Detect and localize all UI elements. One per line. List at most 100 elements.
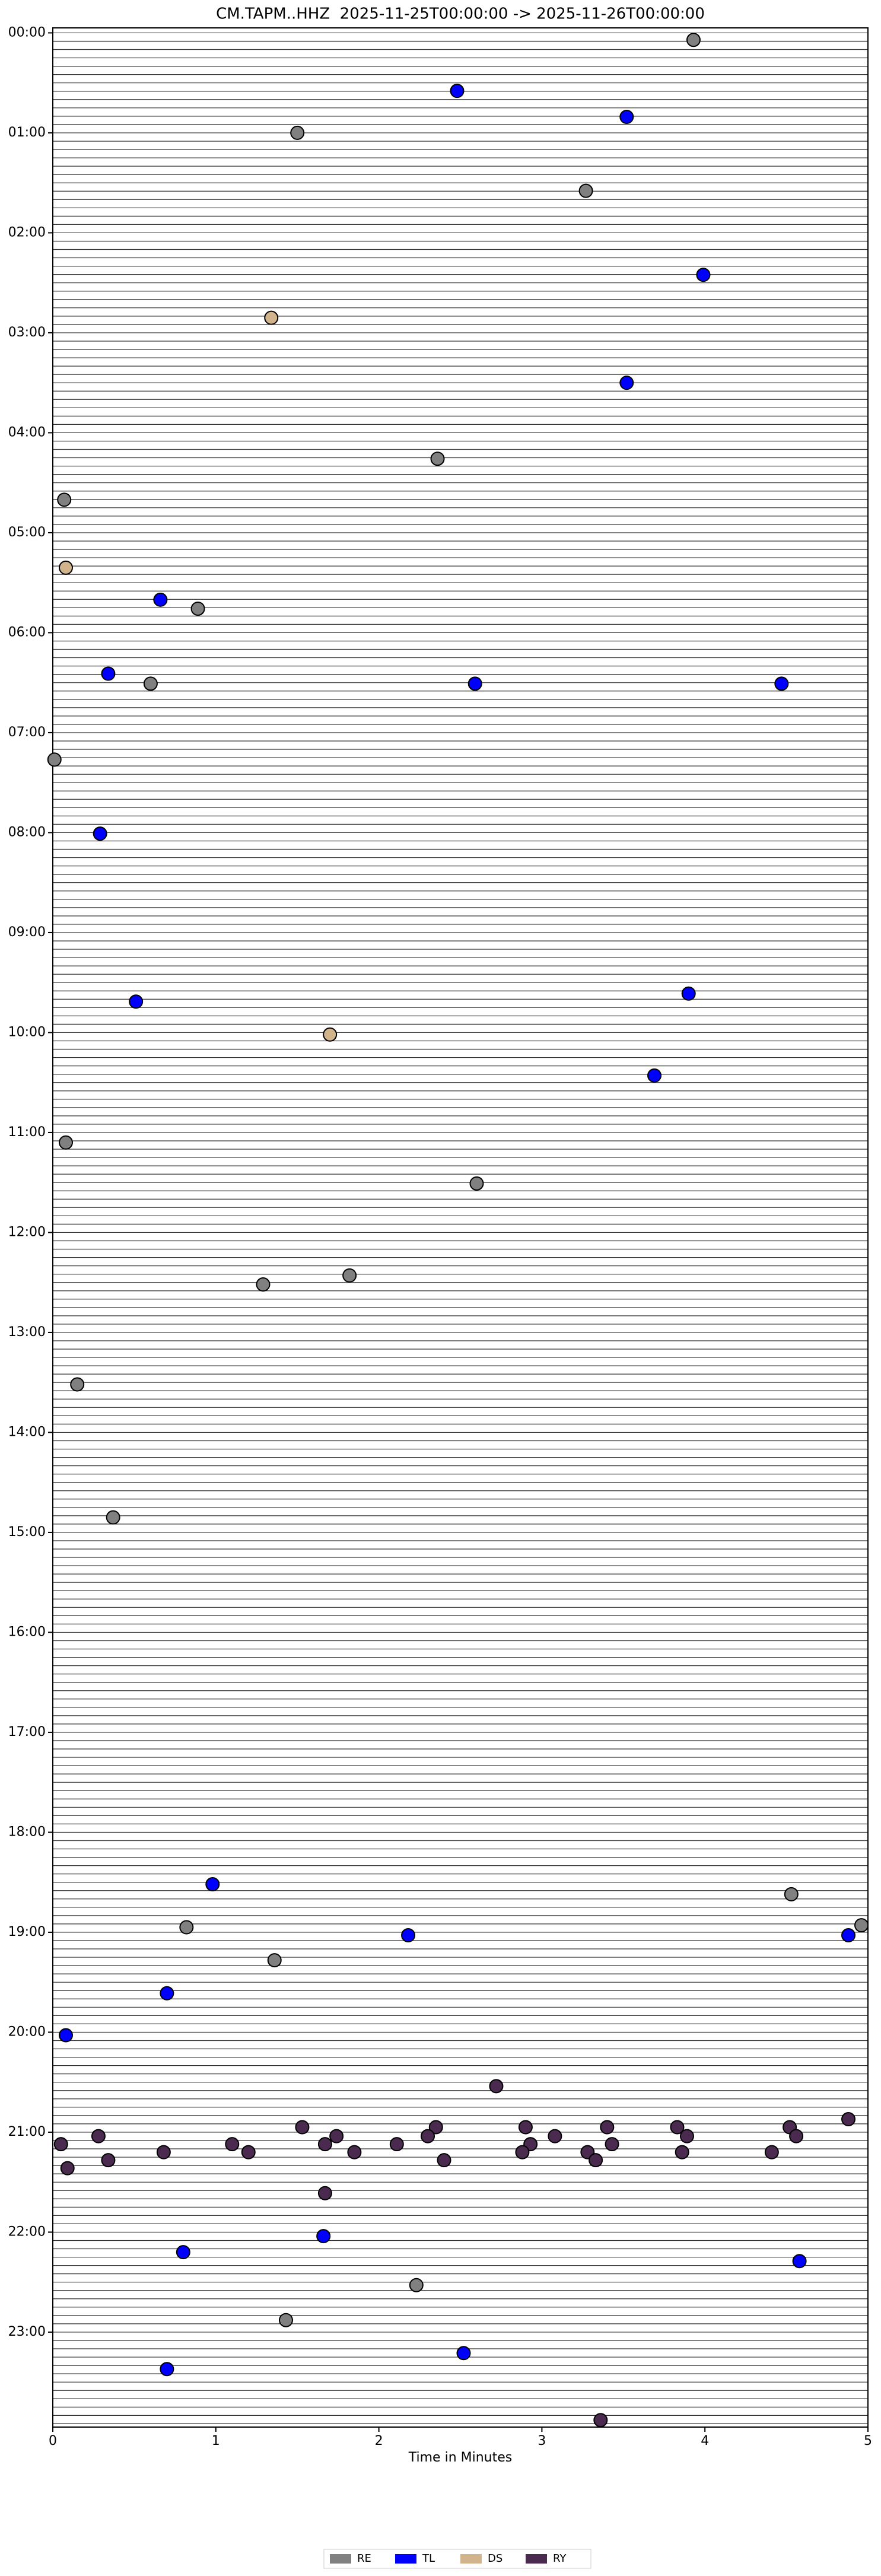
event-marker [437,2153,451,2168]
event-marker [784,1887,799,1901]
y-tick-label: 00:00 [8,25,46,40]
event-marker [469,1176,484,1191]
event-marker [342,1268,357,1283]
y-tick-label: 03:00 [8,325,46,340]
event-marker [605,2137,619,2152]
event-marker [600,2120,615,2135]
event-marker [789,2129,804,2144]
legend-swatch [526,2554,547,2564]
y-tick-label: 04:00 [8,425,46,440]
event-marker [389,2137,404,2152]
event-marker [675,2145,689,2160]
event-marker [647,1068,662,1083]
x-tick-label: 5 [864,2434,872,2448]
event-marker [58,1135,73,1150]
y-tick-label: 05:00 [8,525,46,540]
event-marker [347,2145,362,2160]
event-marker [681,986,696,1001]
event-marker [593,2413,608,2428]
y-tick-label: 07:00 [8,725,46,740]
event-marker [290,125,305,140]
event-marker [578,183,593,198]
event-marker [153,592,168,607]
event-marker [792,2254,807,2269]
legend-label: DS [488,2552,502,2565]
y-tick-label: 22:00 [8,2224,46,2239]
legend-swatch [395,2554,416,2564]
event-marker [548,2129,562,2144]
y-tick-label: 15:00 [8,1525,46,1540]
event-marker [670,2120,685,2135]
event-marker [58,560,73,575]
event-marker [156,2145,171,2160]
event-marker [143,676,158,691]
event-marker [401,1928,416,1942]
event-marker [764,2145,779,2160]
event-marker [467,676,482,691]
y-tick-label: 13:00 [8,1325,46,1340]
event-marker [129,994,144,1009]
x-tick-label: 2 [375,2434,383,2448]
y-tick-label: 23:00 [8,2324,46,2339]
event-marker [70,1377,85,1392]
y-tick-label: 08:00 [8,825,46,839]
event-marker [686,33,701,47]
event-marker [428,2120,443,2135]
y-tick-label: 20:00 [8,2024,46,2039]
event-marker [295,2120,310,2135]
traces [53,32,868,2424]
x-tick-label: 3 [537,2434,546,2448]
event-marker [179,1920,194,1935]
x-tick-label: 0 [49,2434,57,2448]
event-marker [619,109,634,124]
event-marker [323,1027,338,1042]
y-tick-label: 11:00 [8,1125,46,1140]
event-marker [329,2129,344,2144]
legend-label: TL [422,2552,435,2565]
event-marker [267,1953,282,1968]
y-tick-label: 14:00 [8,1424,46,1439]
event-marker [421,2129,435,2144]
event-marker [58,2028,73,2043]
event-marker [409,2278,424,2292]
event-marker [47,752,62,767]
x-tick-label: 1 [212,2434,220,2448]
event-marker [256,1277,271,1292]
event-marker [225,2137,240,2152]
event-marker [264,310,279,325]
y-tick-label: 19:00 [8,1925,46,1939]
event-marker [106,1510,120,1525]
event-marker [679,2129,694,2144]
event-marker [160,2362,174,2377]
x-tick-label: 4 [701,2434,709,2448]
y-tick-label: 16:00 [8,1624,46,1639]
x-axis-label: Time in Minutes [408,2450,513,2465]
event-marker [160,1986,174,2001]
event-marker [205,1877,220,1892]
legend-swatch [460,2554,482,2564]
y-tick-label: 17:00 [8,1725,46,1739]
y-tick-label: 06:00 [8,625,46,640]
event-marker [841,2112,856,2127]
event-marker [456,2346,471,2361]
plot-frame [52,27,869,2428]
event-marker [91,2129,106,2144]
event-marker [518,2120,533,2135]
event-marker [841,1928,856,1942]
y-tick-label: 02:00 [8,225,46,240]
event-marker [619,376,634,390]
event-marker [57,492,72,507]
event-marker [278,2313,293,2327]
y-tick-label: 01:00 [8,125,46,140]
event-marker [190,601,205,616]
event-marker [317,2137,332,2152]
event-marker [317,2186,332,2200]
event-marker [93,826,107,841]
event-marker [854,1918,869,1933]
event-marker [241,2145,256,2160]
event-marker [489,2079,504,2094]
event-marker [450,84,465,98]
event-marker [316,2229,331,2244]
